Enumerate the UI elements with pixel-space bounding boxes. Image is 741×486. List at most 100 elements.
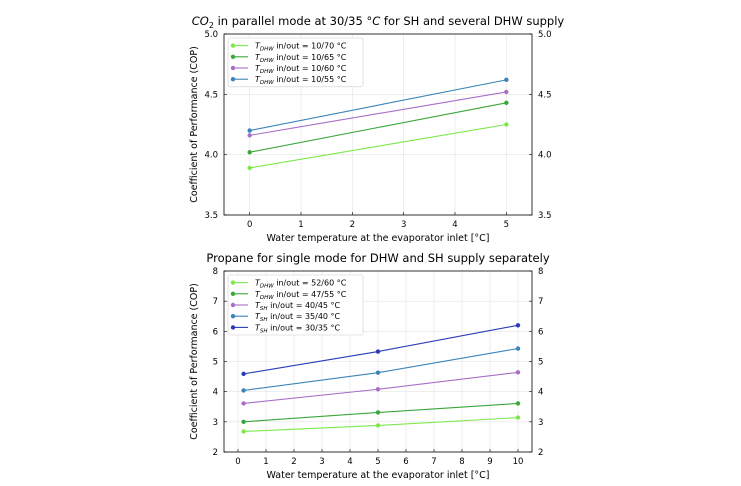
x-tick-label: 2: [350, 220, 355, 230]
y-tick-label-left: 2: [213, 448, 218, 458]
x-tick-label: 8: [459, 457, 464, 467]
y-tick-label-left: 5: [213, 358, 218, 368]
y-tick-label-right: 2: [538, 448, 543, 458]
data-point: [504, 77, 509, 83]
legend-label: TSH in/out = 35/40 °C: [255, 312, 341, 323]
legend-marker: [230, 280, 236, 285]
chart-title: CO2 in parallel mode at 30/35 °C for SH …: [192, 14, 565, 30]
y-tick-label-left: 3.5: [204, 211, 218, 221]
data-point: [515, 323, 521, 328]
legend-marker: [230, 43, 236, 48]
y-tick-label-left: 4: [213, 388, 218, 398]
data-point: [247, 128, 252, 133]
x-tick-label: 9: [487, 457, 492, 467]
legend-label: TDHW in/out = 10/60 °C: [255, 64, 347, 75]
x-tick-label: 0: [235, 457, 240, 467]
y-tick-label-right: 3: [538, 418, 543, 428]
legend-marker: [230, 302, 236, 308]
data-point: [515, 370, 521, 375]
series-line-3: [249, 79, 507, 132]
x-tick-label: 3: [319, 457, 324, 467]
legend-label: TDHW in/out = 47/55 °C: [255, 290, 347, 301]
x-tick-label: 4: [452, 220, 457, 230]
legend-marker: [230, 54, 236, 59]
x-tick-label: 6: [403, 457, 408, 467]
series-line-1: [249, 102, 507, 153]
y-tick-label-left: 7: [213, 297, 218, 307]
x-tick-label: 10: [513, 457, 524, 467]
legend-label: TDHW in/out = 10/65 °C: [255, 53, 347, 64]
x-tick-label: 7: [431, 457, 436, 467]
y-tick-label-right: 8: [538, 267, 543, 277]
series-line-0: [243, 417, 519, 433]
data-point: [241, 371, 246, 377]
y-tick-label-right: 4.0: [538, 151, 552, 161]
data-point: [515, 415, 521, 420]
data-point: [241, 419, 246, 425]
y-tick-label-left: 6: [213, 327, 218, 337]
plot-frame: [223, 33, 533, 216]
x-tick-label: 1: [263, 457, 268, 467]
y-tick-label-right: 4.5: [538, 90, 552, 100]
data-point: [247, 165, 252, 171]
chart-co2-parallel: 0 1 2 3 4 5 3.5 3.5 4.0 4.0 4.5 4.5 5.0 5.0 Water temp…: [189, 14, 564, 244]
y-tick-label-right: 4: [538, 388, 543, 398]
data-point: [241, 429, 246, 434]
data-point: [504, 100, 509, 105]
x-tick-label: 5: [375, 457, 380, 467]
data-point: [504, 122, 509, 127]
data-point: [375, 410, 381, 415]
chart-propane-single: 0 1 2 3 4 5 6 7 8 9 10 2 2 3 3 4 4 5 5 6 6 7 7 8 8 Water temperat…: [189, 251, 550, 481]
legend-label: TSH in/out = 40/45 °C: [255, 301, 341, 312]
y-tick-label-right: 5: [538, 358, 543, 368]
legend-label: TSH in/out = 30/35 °C: [255, 323, 341, 334]
x-tick-label: 2: [291, 457, 296, 467]
data-point: [515, 346, 521, 351]
data-point: [247, 150, 252, 155]
legend-box: [227, 274, 364, 336]
x-axis-label: Water temperature at the evaporator inle…: [266, 470, 489, 481]
legend-marker: [230, 325, 236, 330]
x-tick-label: 0: [247, 220, 252, 230]
chart-title: Propane for single mode for DHW and SH s…: [206, 251, 549, 265]
legend-label: TDHW in/out = 52/60 °C: [255, 279, 347, 290]
x-tick-label: 3: [401, 220, 406, 230]
series-line-1: [243, 402, 519, 423]
legend-label: TDHW in/out = 10/55 °C: [255, 75, 347, 86]
y-tick-label-right: 3.5: [538, 211, 552, 221]
data-point: [375, 387, 381, 392]
legend-marker: [230, 65, 236, 71]
data-point: [504, 89, 509, 95]
series-line-3: [243, 347, 519, 392]
x-tick-label: 1: [298, 220, 303, 230]
legend-marker: [230, 314, 236, 319]
x-tick-label: 4: [347, 457, 352, 467]
x-tick-label: 5: [504, 220, 509, 230]
y-tick-label-left: 5.0: [204, 30, 218, 40]
y-axis-label: Coefficient of Performance (COP): [189, 46, 200, 203]
y-tick-label-right: 7: [538, 297, 543, 307]
legend-marker: [230, 77, 236, 82]
legend-marker: [230, 291, 236, 296]
y-axis-label: Coefficient of Performance (COP): [189, 283, 200, 440]
data-point: [375, 370, 381, 375]
legend-box: [227, 37, 364, 88]
series-line-2: [249, 91, 507, 136]
data-point: [515, 401, 521, 406]
data-point: [241, 388, 246, 393]
data-point: [241, 401, 246, 406]
series-line-2: [243, 371, 519, 404]
y-tick-label-right: 6: [538, 327, 543, 337]
y-tick-label-left: 3: [213, 418, 218, 428]
data-point: [375, 349, 381, 354]
data-point: [247, 133, 252, 138]
data-point: [375, 423, 381, 428]
y-tick-label-right: 5.0: [538, 30, 552, 40]
y-tick-label-left: 4.5: [204, 90, 218, 100]
y-tick-label-left: 4.0: [204, 151, 218, 161]
y-tick-label-left: 8: [213, 267, 218, 277]
series-line-0: [249, 123, 507, 169]
x-axis-label: Water temperature at the evaporator inle…: [266, 233, 489, 244]
legend-label: TDHW in/out = 10/70 °C: [255, 42, 347, 53]
